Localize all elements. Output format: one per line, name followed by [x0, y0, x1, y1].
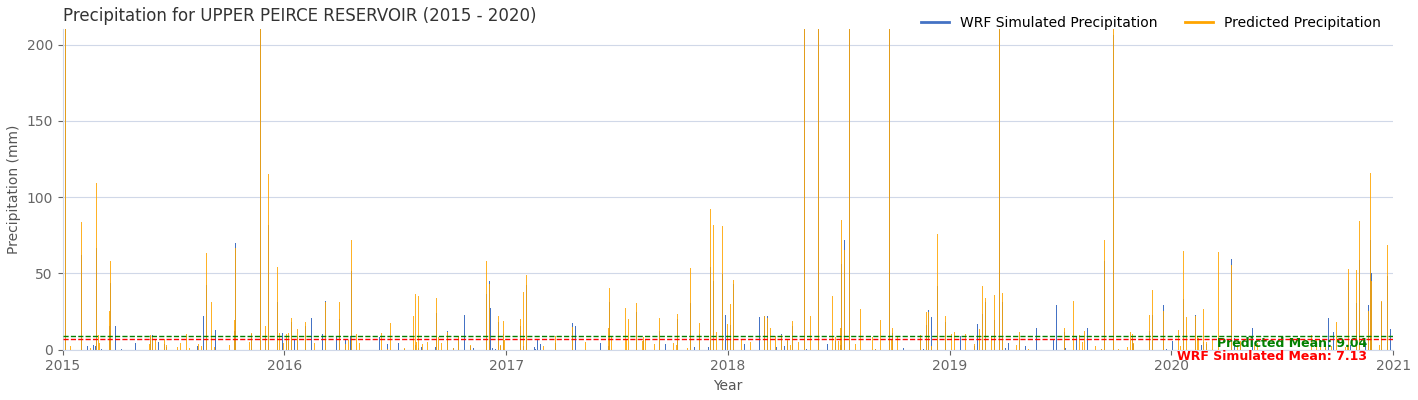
X-axis label: Year: Year: [713, 379, 743, 393]
Text: WRF Simulated Mean: 7.13: WRF Simulated Mean: 7.13: [1177, 350, 1367, 363]
Legend: WRF Simulated Precipitation, Predicted Precipitation: WRF Simulated Precipitation, Predicted P…: [916, 10, 1387, 36]
Y-axis label: Precipitation (mm): Precipitation (mm): [7, 125, 21, 254]
Text: Precipitation for UPPER PEIRCE RESERVOIR (2015 - 2020): Precipitation for UPPER PEIRCE RESERVOIR…: [62, 7, 536, 25]
Text: Predicted Mean: 9.04: Predicted Mean: 9.04: [1217, 337, 1367, 350]
